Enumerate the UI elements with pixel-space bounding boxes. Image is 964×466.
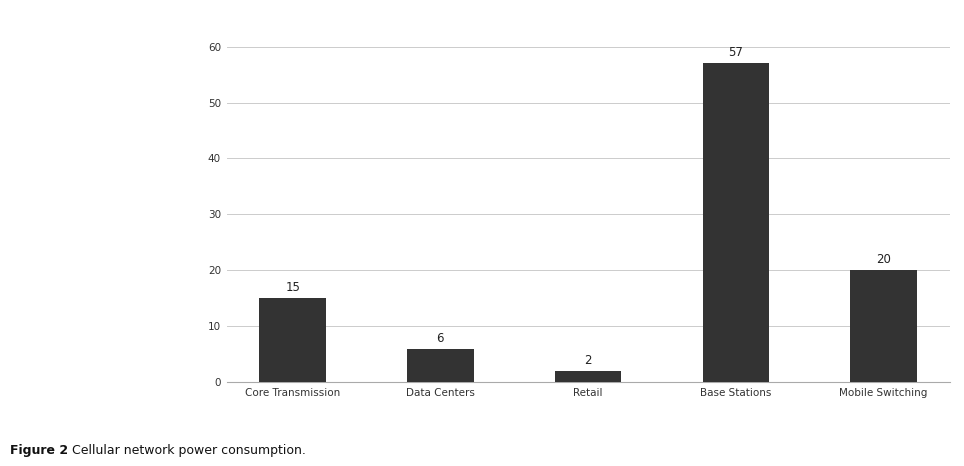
Text: Figure 2: Figure 2 [10,444,67,457]
Bar [407,349,473,382]
Bar [703,63,769,382]
Text: 15: 15 [285,281,300,295]
Text: 2: 2 [584,354,592,367]
Bar [259,298,326,382]
Text: Cellular network power consumption.: Cellular network power consumption. [72,444,307,457]
Text: 6: 6 [437,332,444,345]
Text: 20: 20 [876,254,891,267]
Text: 57: 57 [729,47,743,60]
Bar [555,371,621,382]
Bar [850,270,917,382]
